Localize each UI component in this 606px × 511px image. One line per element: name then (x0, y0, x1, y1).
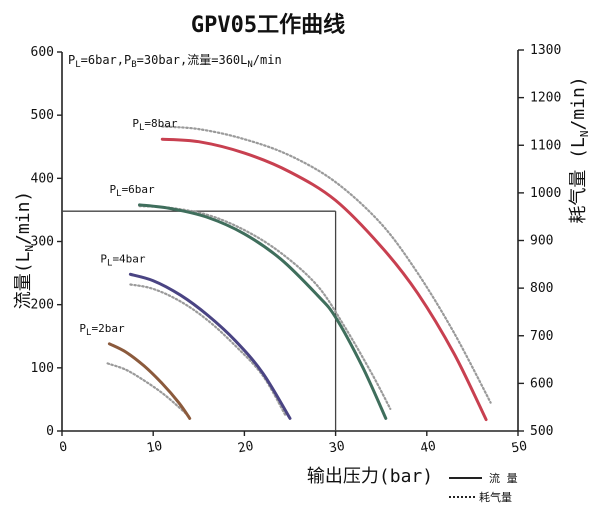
flow-curve-8bar (160, 137, 488, 422)
y-right-tick-label: 900 (530, 234, 553, 249)
x-tick-label: 50 (510, 439, 528, 456)
x-tick-label: 30 (328, 439, 346, 456)
y-left-tick-label: 300 (31, 235, 54, 250)
y-right-tick-label: 1000 (530, 186, 561, 201)
x-tick-label: 40 (419, 439, 437, 456)
x-tick-label: 10 (146, 439, 164, 456)
legend-flow-label: 流 量 (489, 471, 518, 485)
reference-lines (62, 210, 337, 431)
y-right-tick-label: 800 (530, 281, 553, 296)
y-left-axis-label: 流量(LN/min) (13, 191, 36, 310)
y-right-ticks: 500 600 700 800 900 1000 1100 1200 1300 (518, 43, 561, 439)
x-tick-label: 0 (58, 439, 68, 455)
series-layer: PL=2bar PL=4bar PL=6bar PL=8bar (79, 117, 492, 422)
y-right-tick-label: 600 (530, 376, 553, 391)
chart-title: GPV05工作曲线 (191, 12, 345, 38)
x-ticks: 0 10 20 30 40 50 (58, 431, 528, 456)
x-axis-label: 输出压力(bar) (307, 466, 433, 487)
air-consumption-curve-8bar (161, 125, 492, 404)
y-right-tick-label: 1200 (530, 91, 561, 106)
y-right-tick-label: 1100 (530, 138, 561, 153)
legend-air-label: 耗气量 (479, 490, 512, 504)
y-left-tick-label: 100 (31, 361, 54, 376)
y-left-tick-label: 500 (31, 108, 54, 123)
parameter-line: PL=6bar,PB=30bar,流量=360LN/min (68, 53, 282, 70)
series-label-2bar: PL=2bar (79, 322, 125, 338)
flow-curve-6bar (138, 203, 388, 420)
y-left-tick-label: 200 (31, 298, 54, 313)
y-right-tick-label: 1300 (530, 43, 561, 58)
series-label-6bar: PL=6bar (110, 183, 156, 199)
y-right-tick-label: 500 (530, 424, 553, 439)
y-right-axis-label: 耗气量 (LN/min) (568, 76, 591, 223)
y-left-tick-label: 400 (31, 171, 54, 186)
air-consumption-curve-2bar (106, 362, 191, 419)
y-left-tick-label: 600 (31, 45, 54, 60)
series-label-8bar: PL=8bar (132, 117, 178, 133)
y-left-tick-label: 0 (46, 424, 54, 439)
legend: 流 量 耗气量 (449, 471, 518, 504)
y-right-tick-label: 700 (530, 329, 553, 344)
series-label-4bar: PL=4bar (100, 252, 146, 268)
flow-curve-4bar (128, 272, 292, 420)
flow-curve-2bar (107, 342, 192, 420)
x-tick-label: 20 (237, 439, 255, 456)
y-left-ticks: 0 100 200 300 400 500 600 (31, 45, 62, 439)
air-consumption-curve-4bar (129, 283, 287, 417)
